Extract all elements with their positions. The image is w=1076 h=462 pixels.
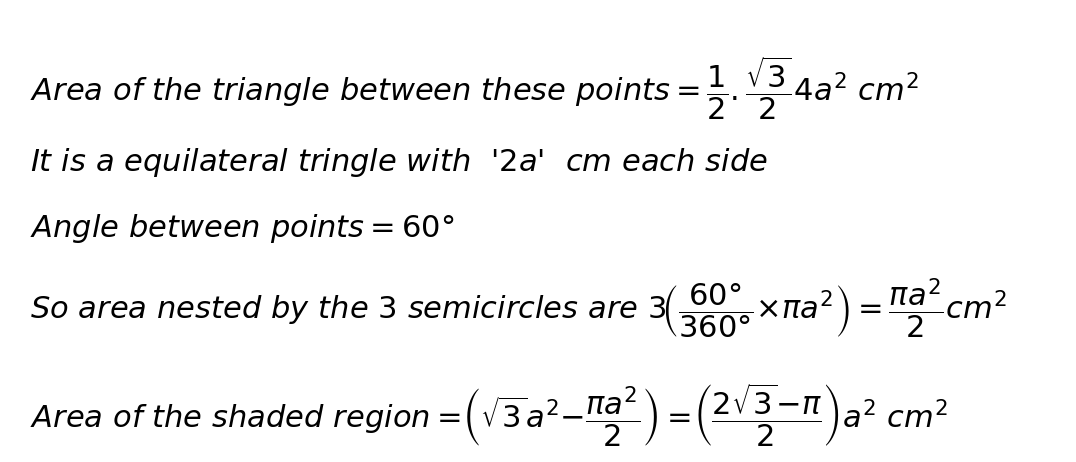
Text: $\mathit{Area\ of\ the\ shaded\ region}{=}\!\left(\sqrt{3}a^2{-}\dfrac{\pi a^2}{: $\mathit{Area\ of\ the\ shaded\ region}{… (30, 382, 948, 449)
Text: $\mathit{It\ is\ a\ equilateral\ tringle\ with\ \ \text{'}2a\text{'}\ \ cm\ each: $\mathit{It\ is\ a\ equilateral\ tringle… (30, 146, 768, 179)
Text: $\mathit{Angle\ between\ points}{=}60°$: $\mathit{Angle\ between\ points}{=}60°$ (30, 212, 454, 245)
Text: $\mathit{So\ area\ nested\ by\ the\ 3\ semicircles\ are\ }3\!\left(\dfrac{60°}{3: $\mathit{So\ area\ nested\ by\ the\ 3\ s… (30, 277, 1007, 341)
Text: $\mathit{Area\ of\ the\ triangle\ between\ these\ points}{=}\dfrac{1}{2}{.}\dfra: $\mathit{Area\ of\ the\ triangle\ betwee… (30, 55, 919, 122)
